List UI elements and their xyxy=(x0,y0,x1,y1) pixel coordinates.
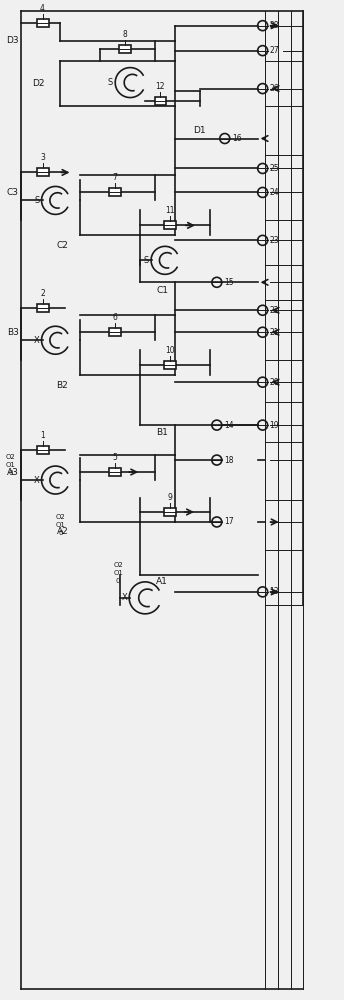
Text: 0: 0 xyxy=(8,470,13,476)
Text: A1: A1 xyxy=(156,577,168,586)
Text: 26: 26 xyxy=(270,84,279,93)
Bar xyxy=(36,446,49,454)
Text: O1: O1 xyxy=(55,522,65,528)
Text: 18: 18 xyxy=(224,456,233,465)
Text: 22: 22 xyxy=(270,306,279,315)
Text: 23: 23 xyxy=(270,236,279,245)
Text: 9: 9 xyxy=(168,493,172,502)
Text: 10: 10 xyxy=(165,346,175,355)
Text: D1: D1 xyxy=(194,126,206,135)
Bar xyxy=(36,19,49,27)
Text: 13: 13 xyxy=(270,587,279,596)
Text: 1: 1 xyxy=(40,431,45,440)
Text: 17: 17 xyxy=(224,517,234,526)
Text: 3: 3 xyxy=(40,153,45,162)
Text: 0: 0 xyxy=(58,530,63,536)
Text: 25: 25 xyxy=(270,164,279,173)
Text: O2: O2 xyxy=(6,454,15,460)
Text: 27: 27 xyxy=(270,46,279,55)
Text: O2: O2 xyxy=(113,562,123,568)
Text: 15: 15 xyxy=(224,278,234,287)
Text: 2: 2 xyxy=(40,289,45,298)
Text: C3: C3 xyxy=(7,188,19,197)
Text: 21: 21 xyxy=(270,328,279,337)
Text: O1: O1 xyxy=(113,570,123,576)
Bar xyxy=(36,304,49,312)
Text: S: S xyxy=(144,256,149,265)
Text: 12: 12 xyxy=(155,82,165,91)
Bar xyxy=(109,328,121,336)
Text: 14: 14 xyxy=(224,421,234,430)
Text: 28: 28 xyxy=(270,21,279,30)
Text: 24: 24 xyxy=(270,188,279,197)
Text: C1: C1 xyxy=(156,286,168,295)
Bar xyxy=(109,468,121,476)
Text: A2: A2 xyxy=(56,527,68,536)
Text: A3: A3 xyxy=(7,468,19,477)
Text: 7: 7 xyxy=(113,173,118,182)
Text: 20: 20 xyxy=(270,378,279,387)
Text: D2: D2 xyxy=(32,79,45,88)
Bar xyxy=(154,97,165,105)
Text: O2: O2 xyxy=(56,514,65,520)
Text: 4: 4 xyxy=(40,4,45,13)
Bar xyxy=(164,508,176,516)
Text: 5: 5 xyxy=(113,453,118,462)
Text: O1: O1 xyxy=(6,462,15,468)
Text: X: X xyxy=(34,476,40,485)
Text: B3: B3 xyxy=(7,328,19,337)
Text: B2: B2 xyxy=(56,381,68,390)
Text: C2: C2 xyxy=(56,241,68,250)
Text: 16: 16 xyxy=(232,134,241,143)
Text: S: S xyxy=(108,78,113,87)
Bar xyxy=(164,221,176,229)
Text: 6: 6 xyxy=(113,313,118,322)
Text: 8: 8 xyxy=(123,30,128,39)
Text: S: S xyxy=(34,196,40,205)
Text: D3: D3 xyxy=(6,36,19,45)
Text: X: X xyxy=(121,593,127,602)
Text: B1: B1 xyxy=(156,428,168,437)
Text: 19: 19 xyxy=(270,421,279,430)
Text: 11: 11 xyxy=(165,206,175,215)
Bar xyxy=(164,361,176,369)
Text: X: X xyxy=(34,336,40,345)
Bar xyxy=(119,45,131,53)
Bar xyxy=(36,168,49,176)
Bar xyxy=(109,188,121,196)
Text: 0: 0 xyxy=(116,578,120,584)
